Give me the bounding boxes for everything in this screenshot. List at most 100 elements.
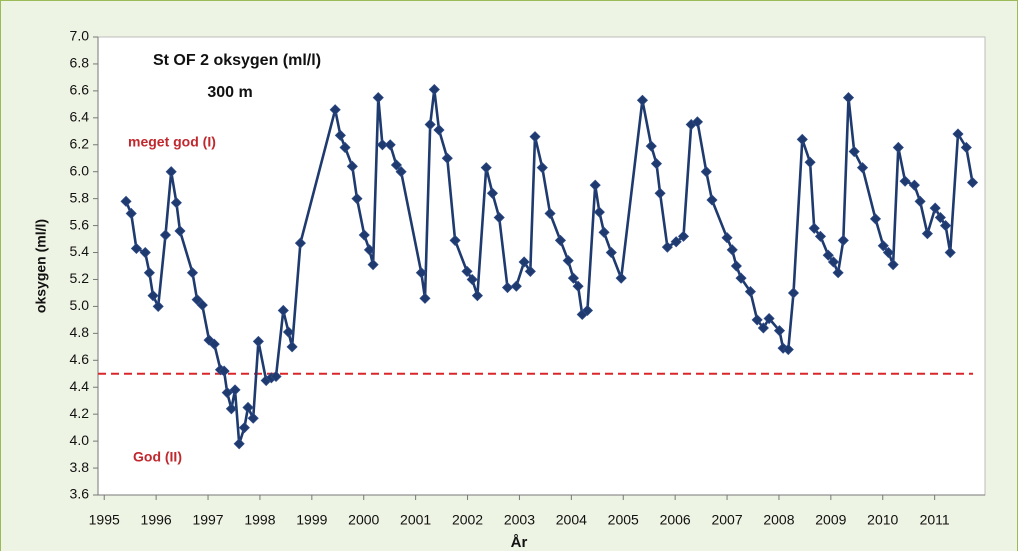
data-marker: [152, 300, 164, 312]
data-marker: [233, 438, 245, 450]
data-marker: [218, 365, 230, 377]
data-marker: [677, 230, 690, 242]
data-marker: [247, 412, 259, 424]
data-marker: [848, 145, 860, 158]
y-tick-label: 4.6: [70, 351, 90, 367]
data-marker: [471, 290, 483, 302]
data-marker: [196, 299, 208, 311]
data-marker: [139, 246, 151, 259]
x-tick-label: 1998: [244, 512, 275, 528]
data-marker: [367, 259, 379, 271]
data-marker: [763, 312, 775, 325]
data-marker: [294, 237, 306, 249]
data-marker: [174, 225, 186, 237]
data-marker: [645, 140, 657, 152]
data-marker: [615, 272, 627, 284]
data-marker: [390, 159, 403, 171]
data-marker: [433, 124, 445, 136]
data-marker: [384, 139, 396, 151]
x-tick-label: 2007: [711, 512, 742, 528]
data-marker: [661, 241, 673, 253]
data-marker: [605, 246, 617, 259]
data-marker: [329, 104, 341, 116]
x-tick-label: 1999: [296, 512, 327, 528]
data-marker: [735, 272, 747, 284]
data-marker: [186, 267, 199, 279]
data-marker: [650, 158, 663, 170]
data-marker: [787, 287, 800, 299]
chart-subtitle: 300 m: [207, 84, 252, 101]
data-marker: [242, 401, 254, 414]
data-marker: [238, 422, 250, 434]
data-marker: [529, 131, 541, 143]
data-marker: [159, 229, 172, 241]
data-marker: [339, 141, 351, 154]
data-marker: [363, 244, 376, 256]
data-marker: [130, 242, 142, 255]
data-marker: [572, 280, 584, 292]
data-marker: [493, 211, 505, 224]
y-tick-label: 4.4: [70, 378, 90, 394]
data-marker: [544, 207, 556, 220]
data-marker: [461, 265, 473, 277]
y-tick-label: 6.2: [70, 135, 90, 151]
y-tick-label: 5.0: [70, 297, 90, 313]
x-tick-label: 2008: [763, 512, 794, 528]
data-marker: [757, 322, 769, 334]
x-tick-label: 2006: [660, 512, 691, 528]
data-marker: [899, 175, 911, 187]
data-marker: [691, 116, 704, 128]
x-tick-label: 1996: [141, 512, 172, 528]
data-marker: [822, 249, 834, 261]
data-marker: [125, 207, 137, 220]
data-marker: [524, 265, 536, 277]
data-marker: [842, 92, 855, 104]
data-marker: [567, 272, 579, 284]
data-marker: [208, 338, 220, 350]
data-marker: [424, 118, 436, 131]
data-marker: [796, 133, 808, 145]
y-axis-label: oksygen (ml/l): [33, 219, 49, 313]
data-marker: [536, 162, 548, 174]
x-tick-label: 2001: [400, 512, 431, 528]
x-tick-label: 2011: [920, 512, 950, 528]
data-marker: [856, 162, 869, 174]
data-marker: [170, 197, 182, 209]
data-marker: [726, 244, 738, 256]
data-marker: [554, 234, 567, 246]
y-tick-label: 3.8: [70, 459, 90, 475]
x-axis-label: År: [511, 534, 528, 551]
data-marker: [887, 259, 899, 271]
annotation: meget god (I): [128, 134, 216, 150]
data-marker: [252, 335, 264, 348]
data-marker: [486, 187, 499, 199]
data-marker: [581, 304, 593, 317]
y-tick-label: 7.0: [70, 28, 90, 44]
data-marker: [441, 152, 453, 164]
data-marker: [914, 195, 926, 207]
data-marker: [929, 202, 941, 214]
data-marker: [670, 236, 682, 248]
data-marker: [372, 92, 384, 104]
data-marker: [882, 246, 895, 259]
y-tick-label: 5.6: [70, 216, 90, 232]
data-marker: [700, 166, 712, 178]
data-marker: [428, 83, 440, 96]
data-marker: [518, 256, 530, 268]
y-tick-label: 6.8: [70, 55, 90, 71]
data-marker: [751, 314, 763, 326]
x-tick-label: 2003: [504, 512, 535, 528]
data-marker: [203, 334, 215, 346]
data-marker: [908, 179, 920, 191]
x-tick-label: 2004: [556, 512, 587, 528]
data-marker: [832, 267, 844, 279]
y-tick-label: 3.6: [70, 486, 90, 502]
data-marker: [501, 281, 514, 294]
x-tick-label: 2005: [608, 512, 639, 528]
data-marker: [598, 226, 610, 238]
plot-area: [97, 36, 986, 496]
x-tick-label: 1997: [192, 512, 223, 528]
data-marker: [808, 222, 820, 234]
data-marker: [944, 246, 956, 259]
data-marker: [827, 256, 840, 268]
